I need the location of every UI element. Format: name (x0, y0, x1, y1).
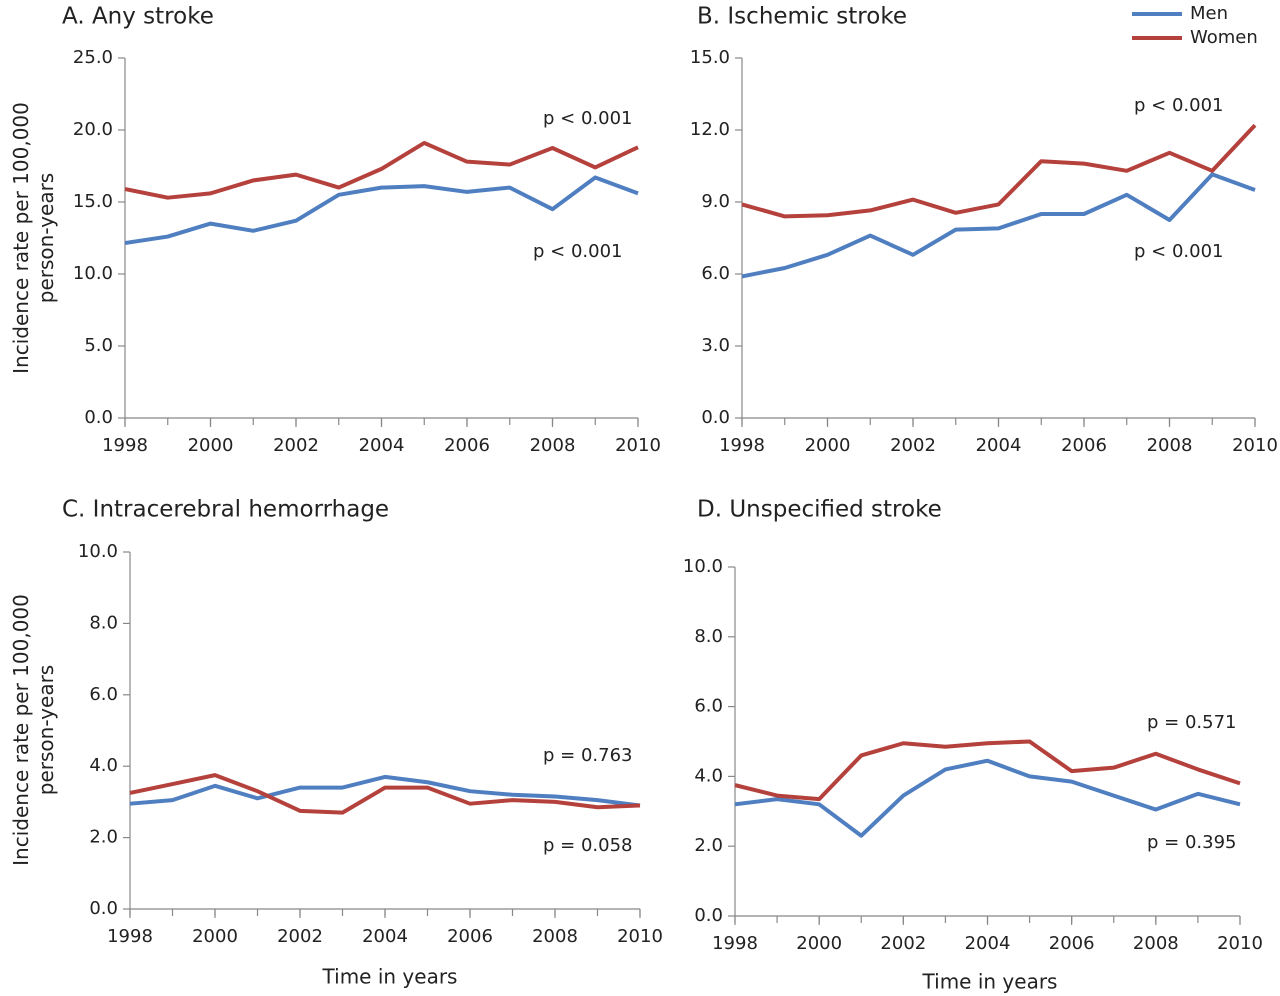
x-axis-label: Time in years (322, 965, 458, 989)
y-tick-label: 20.0 (73, 119, 113, 140)
y-axis-label-line: person-years (34, 173, 58, 303)
y-axis-label: Incidence rate per 100,000person-years (9, 594, 58, 866)
series-line (734, 739, 1241, 802)
y-tick-label: 6.0 (694, 696, 723, 717)
x-tick-label: 2002 (890, 435, 936, 456)
series-line (129, 774, 641, 808)
p-value-annotation: p = 0.058 (543, 835, 632, 856)
y-tick-label: 8.0 (89, 612, 118, 633)
legend-label: Women (1190, 27, 1258, 48)
y-tick-label: 6.0 (701, 263, 730, 284)
series-line (124, 175, 639, 246)
x-tick-label: 2010 (1217, 933, 1263, 954)
x-tick-label: 2000 (805, 435, 851, 456)
x-tick-label: 2008 (532, 926, 578, 947)
x-tick-label: 2004 (362, 926, 408, 947)
x-tick-label: 2006 (444, 435, 490, 456)
x-tick-label: 2010 (1232, 435, 1278, 456)
x-tick-label: 1998 (107, 926, 153, 947)
series-line (129, 773, 641, 815)
x-tick-label: 2008 (1133, 933, 1179, 954)
x-tick-label: 2000 (188, 435, 234, 456)
x-tick-label: 2006 (447, 926, 493, 947)
x-tick-label: 2006 (1049, 933, 1095, 954)
x-tick-label: 2002 (273, 435, 319, 456)
y-tick-label: 0.0 (694, 905, 723, 926)
x-tick-label: 2004 (976, 435, 1022, 456)
x-tick-label: 1998 (719, 435, 765, 456)
x-tick-label: 2004 (965, 933, 1011, 954)
y-tick-label: 0.0 (89, 898, 118, 919)
panel-title: A. Any stroke (62, 4, 214, 30)
x-tick-label: 1998 (102, 435, 148, 456)
p-value-annotation: p = 0.395 (1147, 832, 1236, 853)
series-line (734, 758, 1241, 838)
panel-title: D. Unspecified stroke (697, 497, 942, 523)
y-tick-label: 10.0 (73, 263, 113, 284)
series-line (741, 172, 1256, 279)
series-line (124, 140, 639, 200)
p-value-annotation: p < 0.001 (1134, 241, 1223, 262)
y-tick-label: 10.0 (78, 541, 118, 562)
p-value-annotation: p = 0.571 (1147, 712, 1236, 733)
x-tick-label: 2010 (617, 926, 663, 947)
y-tick-label: 2.0 (694, 835, 723, 856)
x-axis-label: Time in years (922, 970, 1058, 994)
y-tick-label: 15.0 (690, 47, 730, 68)
legend-label: Men (1190, 3, 1228, 24)
series-line (741, 123, 1257, 219)
panel-title: C. Intracerebral hemorrhage (62, 497, 389, 523)
y-axis-label-line: person-years (34, 665, 58, 795)
y-tick-label: 12.0 (690, 119, 730, 140)
x-tick-label: 2002 (880, 933, 926, 954)
panel-title: B. Ischemic stroke (697, 4, 907, 30)
p-value-annotation: p < 0.001 (533, 241, 622, 262)
x-tick-label: 2000 (796, 933, 842, 954)
x-tick-label: 2002 (277, 926, 323, 947)
y-axis-label: Incidence rate per 100,000person-years (9, 102, 58, 374)
p-value-annotation: p < 0.001 (543, 108, 632, 129)
p-value-annotation: p < 0.001 (1134, 95, 1223, 116)
y-tick-label: 3.0 (701, 335, 730, 356)
y-tick-label: 5.0 (84, 335, 113, 356)
x-tick-label: 2004 (359, 435, 405, 456)
y-tick-label: 4.0 (694, 765, 723, 786)
y-tick-label: 0.0 (701, 407, 730, 428)
x-tick-label: 2008 (1147, 435, 1193, 456)
y-tick-label: 2.0 (89, 827, 118, 848)
y-tick-label: 0.0 (84, 407, 113, 428)
y-tick-label: 8.0 (694, 626, 723, 647)
x-tick-label: 2010 (615, 435, 661, 456)
y-tick-label: 9.0 (701, 191, 730, 212)
x-tick-label: 2008 (530, 435, 576, 456)
y-tick-label: 10.0 (683, 556, 723, 577)
y-axis-label-line: Incidence rate per 100,000 (9, 594, 33, 866)
x-tick-label: 1998 (712, 933, 758, 954)
p-value-annotation: p = 0.763 (543, 745, 632, 766)
x-tick-label: 2006 (1061, 435, 1107, 456)
y-tick-label: 4.0 (89, 755, 118, 776)
y-tick-label: 25.0 (73, 47, 113, 68)
x-tick-label: 2000 (192, 926, 238, 947)
y-axis-label-line: Incidence rate per 100,000 (9, 102, 33, 374)
y-tick-label: 6.0 (89, 684, 118, 705)
y-tick-label: 15.0 (73, 191, 113, 212)
